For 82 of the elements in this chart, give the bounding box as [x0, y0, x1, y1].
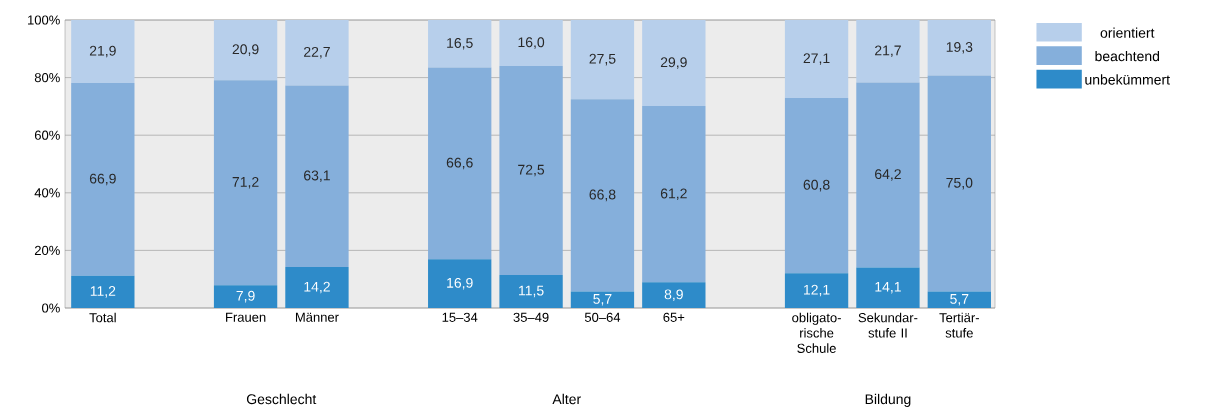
data-label: 5,7 — [950, 294, 969, 306]
x-tick-label: 35–49 — [513, 312, 549, 322]
data-label: 5,7 — [593, 294, 612, 306]
data-label: 16,9 — [447, 277, 473, 290]
y-tick-label: 80% — [34, 73, 60, 83]
y-tick-label: 0% — [42, 303, 60, 313]
x-tick-label: Sekundar-stufe II — [858, 312, 918, 338]
bar — [499, 66, 563, 275]
data-label: 60,8 — [803, 179, 830, 192]
bar — [285, 85, 349, 268]
data-label: 22,7 — [304, 46, 330, 59]
y-tick-label: 40% — [34, 188, 60, 198]
data-label: 27,5 — [589, 53, 616, 66]
bar — [428, 67, 492, 260]
x-tick-label: 50–64 — [584, 312, 621, 322]
data-label: 63,1 — [304, 170, 330, 183]
data-label: 66,9 — [89, 173, 116, 186]
data-label: 71,2 — [232, 176, 259, 189]
data-label: 75,0 — [946, 177, 973, 190]
legend-label: unbekümmert — [1085, 74, 1170, 85]
x-tick-label: Tertiär-stufe — [939, 312, 979, 338]
text: Bildung — [865, 393, 911, 407]
data-label: 19,3 — [946, 42, 973, 54]
bar — [428, 259, 492, 308]
legend-label: beachtend — [1095, 50, 1160, 62]
data-label: 20,9 — [232, 44, 259, 56]
bar — [642, 282, 706, 308]
bar — [570, 291, 635, 308]
bar — [71, 20, 135, 84]
data-label: 21,9 — [89, 45, 116, 58]
bar — [499, 274, 563, 308]
data-label: 27,1 — [803, 53, 830, 65]
y-tick-label: 60% — [34, 130, 60, 140]
bar — [642, 106, 706, 283]
bar — [927, 20, 991, 76]
data-label: 72,5 — [518, 164, 545, 177]
data-label: 21,7 — [875, 45, 901, 58]
data-label: 29,9 — [660, 57, 687, 69]
data-label: 16,0 — [518, 37, 545, 49]
x-tick-label: obligato-rische Schule — [792, 312, 841, 353]
bar — [856, 20, 920, 83]
data-label: 66,8 — [589, 189, 616, 202]
bar — [213, 285, 278, 308]
data-label: 64,2 — [875, 169, 901, 181]
bar — [428, 20, 492, 68]
x-tick-label: 15–34 — [442, 312, 478, 322]
bar — [784, 20, 849, 99]
data-label: 11,5 — [519, 285, 544, 298]
bar — [285, 267, 349, 308]
x-tick-label: Männer — [295, 312, 339, 322]
bar — [927, 75, 991, 292]
text: Alter — [552, 393, 581, 405]
y-tick-label: 20% — [34, 245, 60, 255]
data-label: 61,2 — [660, 188, 687, 201]
y-tick-label: 100% — [28, 15, 60, 25]
bar — [570, 20, 635, 100]
bar — [285, 20, 349, 86]
bar — [570, 99, 635, 292]
data-label: 8,9 — [664, 289, 683, 301]
bar — [856, 82, 920, 268]
legend-label: orientiert — [1100, 27, 1155, 38]
text: Geschlecht — [246, 393, 317, 405]
bar — [784, 273, 849, 308]
bar — [213, 20, 278, 81]
bar — [71, 83, 135, 276]
bar — [71, 275, 135, 308]
data-label: 7,9 — [236, 290, 255, 303]
bar — [499, 20, 563, 67]
data-label: 14,2 — [304, 281, 330, 294]
data-label: 11,2 — [90, 286, 116, 298]
bar — [927, 291, 991, 308]
bar — [213, 80, 278, 286]
bar — [642, 20, 706, 107]
bar — [784, 98, 849, 274]
x-tick-label: Total — [89, 312, 116, 323]
data-label: 66,6 — [446, 157, 473, 170]
x-tick-label: 65+ — [663, 312, 685, 322]
bar — [856, 267, 920, 308]
data-label: 16,5 — [447, 37, 473, 50]
data-label: 14,1 — [875, 282, 901, 294]
x-tick-label: Frauen — [226, 312, 266, 322]
data-label: 12,1 — [804, 284, 830, 297]
